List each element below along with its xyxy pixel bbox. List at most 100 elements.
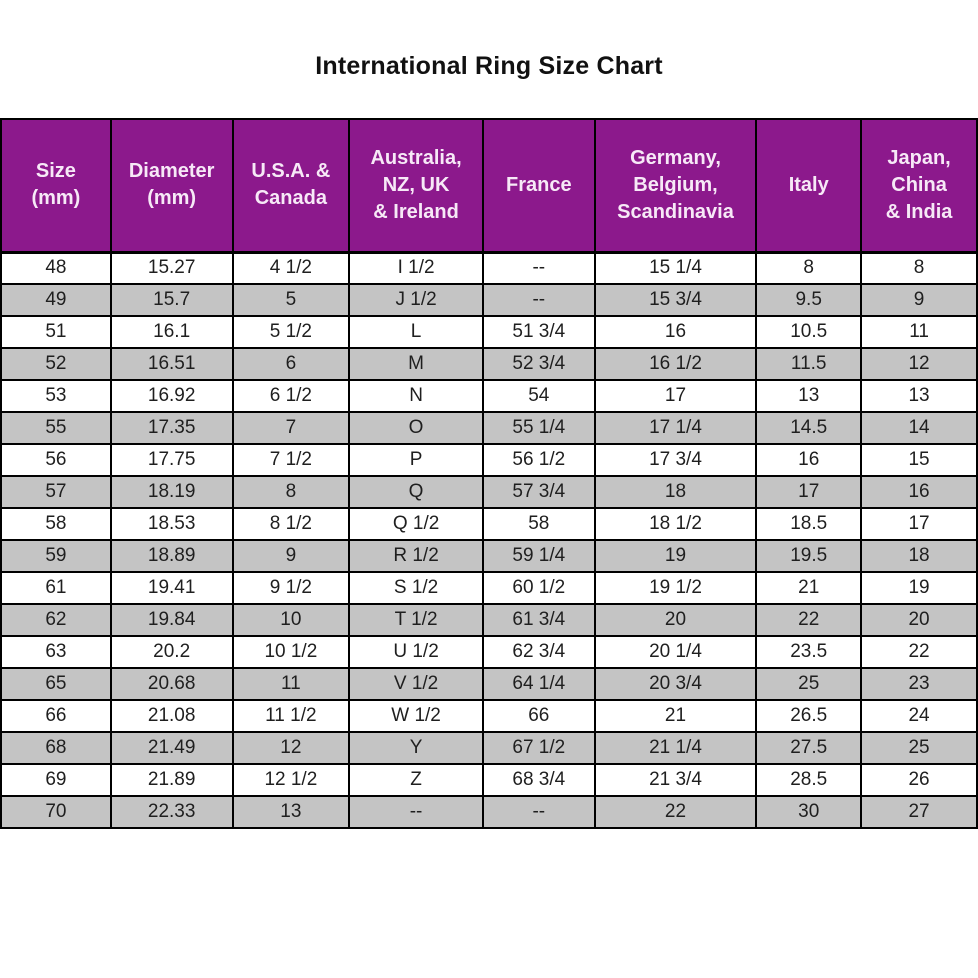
table-cell: 7	[231, 411, 351, 445]
table-cell: 15.7	[109, 283, 234, 317]
table-cell: 56 1/2	[481, 443, 596, 477]
table-cell: 18.19	[109, 475, 234, 509]
table-cell: 14.5	[755, 411, 863, 445]
table-cell: 67 1/2	[481, 731, 596, 765]
table-row: 63 20.2 10 1/2 U 1/2 62 3/4 20 1/4 23.5 22	[0, 635, 978, 669]
table-cell: 21.49	[109, 731, 234, 765]
table-row: 52 16.51 6 M 52 3/4 16 1/2 11.5 12	[0, 347, 978, 381]
header-row: Size (mm) Diameter (mm) U.S.A. & Canada …	[0, 118, 978, 254]
table-cell: 23	[860, 667, 978, 701]
table-cell: 20	[593, 603, 758, 637]
table-cell: 70	[0, 795, 112, 829]
table-cell: 17	[755, 475, 863, 509]
table-cell: 17	[860, 507, 978, 541]
table-cell: 11	[860, 315, 978, 349]
table-cell: 61 3/4	[481, 603, 596, 637]
table-cell: 19.41	[109, 571, 234, 605]
table-cell: 18	[593, 475, 758, 509]
table-cell: 59 1/4	[481, 539, 596, 573]
table-cell: 20 3/4	[593, 667, 758, 701]
table-cell: 22	[593, 795, 758, 829]
table-row: 57 18.19 8 Q 57 3/4 18 17 16	[0, 475, 978, 509]
column-header-france: France	[481, 118, 596, 254]
column-header-diameter-mm: Diameter (mm)	[109, 118, 234, 254]
table-cell: 13	[755, 379, 863, 413]
table-cell: 9	[860, 283, 978, 317]
table-cell: 48	[0, 251, 112, 285]
table-cell: 26	[860, 763, 978, 797]
table-cell: 23.5	[755, 635, 863, 669]
table-cell: 53	[0, 379, 112, 413]
table-cell: 20 1/4	[593, 635, 758, 669]
table-cell: 8 1/2	[231, 507, 351, 541]
table-cell: 15 3/4	[593, 283, 758, 317]
table-cell: 69	[0, 763, 112, 797]
table-cell: Y	[348, 731, 484, 765]
table-cell: 25	[755, 667, 863, 701]
table-cell: 63	[0, 635, 112, 669]
table-cell: 12	[860, 347, 978, 381]
table-cell: 30	[755, 795, 863, 829]
table-row: 69 21.89 12 1/2 Z 68 3/4 21 3/4 28.5 26	[0, 763, 978, 797]
table-cell: 12	[231, 731, 351, 765]
table-cell: 21.89	[109, 763, 234, 797]
table-cell: 10 1/2	[231, 635, 351, 669]
table-cell: 62 3/4	[481, 635, 596, 669]
table-cell: 21 3/4	[593, 763, 758, 797]
table-row: 65 20.68 11 V 1/2 64 1/4 20 3/4 25 23	[0, 667, 978, 701]
table-cell: 18.5	[755, 507, 863, 541]
table-row: 61 19.41 9 1/2 S 1/2 60 1/2 19 1/2 21 19	[0, 571, 978, 605]
table-row: 53 16.92 6 1/2 N 54 17 13 13	[0, 379, 978, 413]
table-cell: 22	[860, 635, 978, 669]
table-cell: 24	[860, 699, 978, 733]
table-cell: 19.84	[109, 603, 234, 637]
table-cell: 66	[481, 699, 596, 733]
table-cell: 49	[0, 283, 112, 317]
table-cell: 11 1/2	[231, 699, 351, 733]
table-cell: 6 1/2	[231, 379, 351, 413]
table-cell: 10	[231, 603, 351, 637]
table-cell: 66	[0, 699, 112, 733]
table-row: 49 15.7 5 J 1/2 -- 15 3/4 9.5 9	[0, 283, 978, 317]
table-cell: 68	[0, 731, 112, 765]
table-cell: 17	[593, 379, 758, 413]
table-cell: 21	[755, 571, 863, 605]
table-cell: 7 1/2	[231, 443, 351, 477]
table-cell: P	[348, 443, 484, 477]
table-cell: I 1/2	[348, 251, 484, 285]
table-cell: 13	[860, 379, 978, 413]
table-cell: U 1/2	[348, 635, 484, 669]
table-cell: 15.27	[109, 251, 234, 285]
table-cell: 22	[755, 603, 863, 637]
table-cell: 16.51	[109, 347, 234, 381]
table-row: 55 17.35 7 O 55 1/4 17 1/4 14.5 14	[0, 411, 978, 445]
table-cell: 8	[231, 475, 351, 509]
table-cell: 58	[481, 507, 596, 541]
table-row: 66 21.08 11 1/2 W 1/2 66 21 26.5 24	[0, 699, 978, 733]
table-cell: 55 1/4	[481, 411, 596, 445]
table-cell: 16.1	[109, 315, 234, 349]
table-cell: 57 3/4	[481, 475, 596, 509]
table-cell: 5	[231, 283, 351, 317]
table-cell: 64 1/4	[481, 667, 596, 701]
table-cell: 9	[231, 539, 351, 573]
table-cell: 58	[0, 507, 112, 541]
table-cell: 27	[860, 795, 978, 829]
column-header-italy: Italy	[755, 118, 863, 254]
table-cell: 11	[231, 667, 351, 701]
column-header-usa-canada: U.S.A. & Canada	[231, 118, 351, 254]
page-title: International Ring Size Chart	[315, 52, 663, 80]
table-cell: 60 1/2	[481, 571, 596, 605]
table-body: 48 15.27 4 1/2 I 1/2 -- 15 1/4 8 8 49 15.7 5 J 1/2-…	[0, 251, 978, 829]
table-cell: 61	[0, 571, 112, 605]
table-row: 70 22.33 13 -- -- 22 30 27	[0, 795, 978, 829]
table-cell: 22.33	[109, 795, 234, 829]
table-cell: 17 1/4	[593, 411, 758, 445]
table-cell: 11.5	[755, 347, 863, 381]
table-cell: Q 1/2	[348, 507, 484, 541]
table-cell: Q	[348, 475, 484, 509]
table-cell: 25	[860, 731, 978, 765]
table-cell: 18	[860, 539, 978, 573]
table-cell: 9 1/2	[231, 571, 351, 605]
